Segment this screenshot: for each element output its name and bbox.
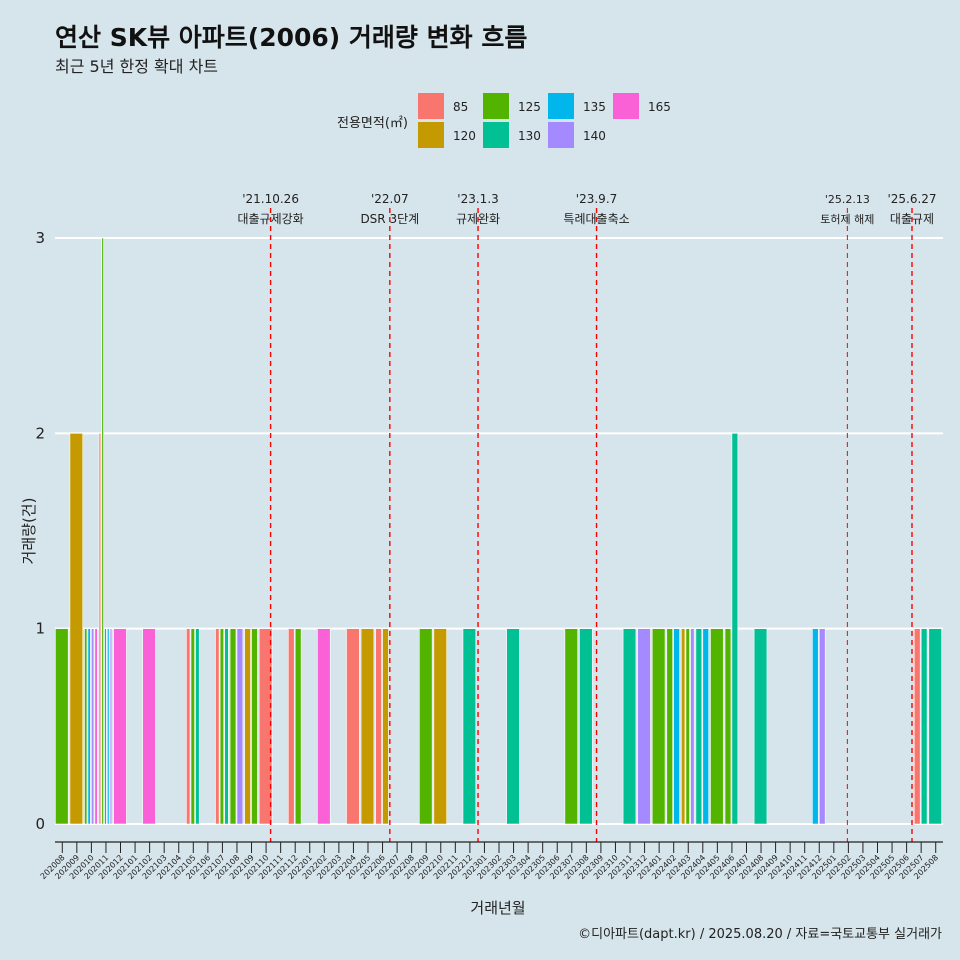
legend-swatch-140 — [548, 122, 574, 148]
legend: 전용면적(㎡) 85 120 125 130 135 140 165 — [337, 93, 671, 148]
bar-202308-130 — [579, 628, 593, 825]
legend-swatch-165 — [613, 93, 639, 119]
chart-title: 연산 SK뷰 아파트(2006) 거래량 변화 흐름 — [55, 23, 528, 52]
legend-label-135: 135 — [583, 100, 606, 114]
event-date: '23.1.3 — [457, 192, 498, 206]
x-axis: 2020082020092020102020112020122021012021… — [39, 841, 943, 881]
chart-subtitle: 최근 5년 한정 확대 차트 — [55, 57, 219, 76]
legend-title: 전용면적(㎡) — [337, 116, 408, 131]
bar-202401-125 — [651, 628, 666, 825]
event-label: 대출규제강화 — [237, 212, 303, 226]
y-tick-label: 3 — [35, 229, 45, 247]
bar-202209-125 — [418, 628, 433, 825]
event-label: 특례대출축소 — [563, 212, 629, 226]
x-axis-title: 거래년월 — [470, 899, 525, 917]
legend-label-130: 130 — [518, 129, 541, 143]
bar-202112-85 — [287, 628, 295, 825]
bar-202402-135 — [673, 628, 680, 825]
bar-202105-125 — [190, 628, 195, 825]
bar-202412-140 — [818, 628, 826, 825]
event-label: DSR 3단계 — [360, 212, 419, 226]
bar-202212-130 — [462, 628, 477, 825]
y-axis-title: 거래량(건) — [20, 498, 38, 565]
bar-202412-135 — [812, 628, 819, 825]
bar-202107-130 — [224, 628, 229, 825]
legend-swatch-120 — [418, 122, 444, 148]
bar-202507-85 — [913, 628, 921, 825]
bar-202205-120 — [360, 628, 375, 825]
event-lines: '21.10.26 대출규제강화 '22.07 DSR 3단계 '23.1.3 규제완화 '… — [237, 192, 937, 842]
legend-swatch-130 — [483, 122, 509, 148]
event-label: 대출규제 — [890, 212, 934, 226]
bar-202008-125 — [55, 628, 69, 825]
y-axis: 0 1 2 3 — [35, 229, 45, 833]
bar-202109-120 — [244, 628, 251, 825]
bar-202507-130 — [920, 628, 928, 825]
bar-202010-135 — [87, 628, 91, 825]
legend-label-125: 125 — [518, 100, 541, 114]
bar-202010-165 — [94, 628, 98, 825]
bar-202405-125 — [710, 628, 724, 825]
bar-202108-125 — [229, 628, 237, 825]
bar-202108-140 — [236, 628, 244, 825]
event-label: 토허제 해제 — [820, 212, 874, 226]
bar-202105-130 — [195, 628, 200, 825]
bar-202012-165 — [113, 628, 127, 825]
bar-202312-140 — [637, 628, 651, 825]
event-date: '23.9.7 — [576, 192, 617, 206]
bar-202011-130 — [104, 628, 107, 825]
bar-202311-130 — [622, 628, 637, 825]
bar-202404-130 — [695, 628, 703, 825]
bar-202011-135 — [107, 628, 110, 825]
bars — [55, 237, 942, 825]
y-tick-label: 2 — [35, 424, 45, 442]
bar-202402-125 — [666, 628, 673, 825]
legend-label-85: 85 — [453, 100, 468, 114]
bar-202403-125 — [685, 628, 690, 825]
bar-202011-125 — [101, 237, 104, 825]
legend-label-140: 140 — [583, 129, 606, 143]
bar-202009-120 — [69, 433, 84, 825]
bar-202206-85 — [375, 628, 382, 825]
gridlines — [55, 237, 943, 825]
bar-202105-85 — [186, 628, 191, 825]
bar-202303-130 — [506, 628, 520, 825]
bar-202110-85 — [258, 628, 273, 825]
bar-202307-125 — [564, 628, 579, 825]
bar-202210-120 — [433, 628, 447, 825]
bar-202406-125 — [724, 628, 732, 825]
bar-202010-140 — [91, 628, 95, 825]
bar-202403-120 — [681, 628, 686, 825]
legend-label-120: 120 — [453, 129, 476, 143]
bar-202202-165 — [317, 628, 331, 825]
y-tick-label: 1 — [35, 620, 45, 638]
bar-202204-85 — [346, 628, 360, 825]
bar-202406-130 — [731, 433, 739, 825]
bar-202102-165 — [142, 628, 156, 825]
event-date: '25.6.27 — [887, 192, 936, 206]
bar-202408-130 — [753, 628, 768, 825]
caption: ©디아파트(dapt.kr) / 2025.08.20 / 자료=국토교통부 실… — [578, 927, 942, 942]
legend-label-165: 165 — [648, 100, 671, 114]
event-label: 규제완화 — [456, 212, 500, 226]
bar-202107-85 — [215, 628, 220, 825]
bar-202107-125 — [219, 628, 225, 825]
bar-202404-135 — [702, 628, 710, 825]
bar-202011-140 — [109, 628, 113, 825]
y-tick-label: 0 — [35, 815, 45, 833]
event-date: '22.07 — [371, 192, 409, 206]
legend-swatch-85 — [418, 93, 444, 119]
bar-202403-140 — [690, 628, 695, 825]
bar-202206-120 — [382, 628, 389, 825]
event-date: '25.2.13 — [825, 193, 870, 206]
bar-202010-125 — [84, 628, 88, 825]
legend-swatch-125 — [483, 93, 509, 119]
bar-202112-125 — [294, 628, 302, 825]
bar-202011-85 — [98, 433, 102, 825]
bar-202508-130 — [928, 628, 942, 825]
bar-202109-125 — [251, 628, 258, 825]
legend-swatch-135 — [548, 93, 574, 119]
event-date: '21.10.26 — [242, 192, 299, 206]
